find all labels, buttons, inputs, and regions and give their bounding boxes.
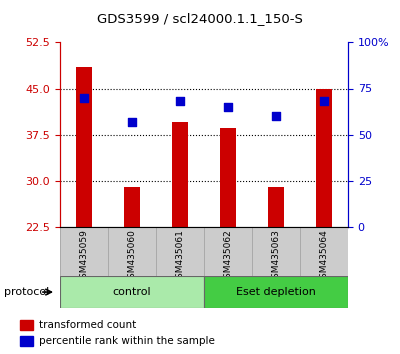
FancyBboxPatch shape — [108, 227, 156, 276]
Point — [129, 119, 135, 125]
FancyBboxPatch shape — [156, 227, 204, 276]
Text: GSM435063: GSM435063 — [272, 229, 280, 284]
Text: Eset depletion: Eset depletion — [236, 287, 316, 297]
Bar — [220, 129, 236, 227]
Text: protocol: protocol — [4, 287, 49, 297]
Bar — [20, 336, 33, 346]
Point — [177, 98, 183, 104]
Point — [81, 95, 87, 101]
FancyBboxPatch shape — [300, 227, 348, 276]
FancyBboxPatch shape — [60, 227, 108, 276]
Text: GSM435062: GSM435062 — [224, 229, 232, 284]
Text: GSM435060: GSM435060 — [128, 229, 136, 284]
Bar — [20, 320, 33, 330]
Bar — [316, 88, 332, 227]
Text: GSM435059: GSM435059 — [80, 229, 88, 284]
Text: percentile rank within the sample: percentile rank within the sample — [38, 336, 214, 346]
Bar — [76, 67, 92, 227]
Point — [225, 104, 231, 110]
FancyBboxPatch shape — [252, 227, 300, 276]
Text: control: control — [113, 287, 151, 297]
Bar — [172, 122, 188, 227]
Text: transformed count: transformed count — [38, 320, 136, 330]
Bar — [268, 187, 284, 227]
Point — [321, 98, 327, 104]
Text: GSM435064: GSM435064 — [320, 229, 328, 284]
FancyBboxPatch shape — [60, 276, 204, 308]
FancyBboxPatch shape — [204, 276, 348, 308]
Bar — [124, 187, 140, 227]
FancyBboxPatch shape — [204, 227, 252, 276]
Point — [273, 113, 279, 119]
Text: GDS3599 / scl24000.1.1_150-S: GDS3599 / scl24000.1.1_150-S — [97, 12, 303, 25]
Text: GSM435061: GSM435061 — [176, 229, 184, 284]
